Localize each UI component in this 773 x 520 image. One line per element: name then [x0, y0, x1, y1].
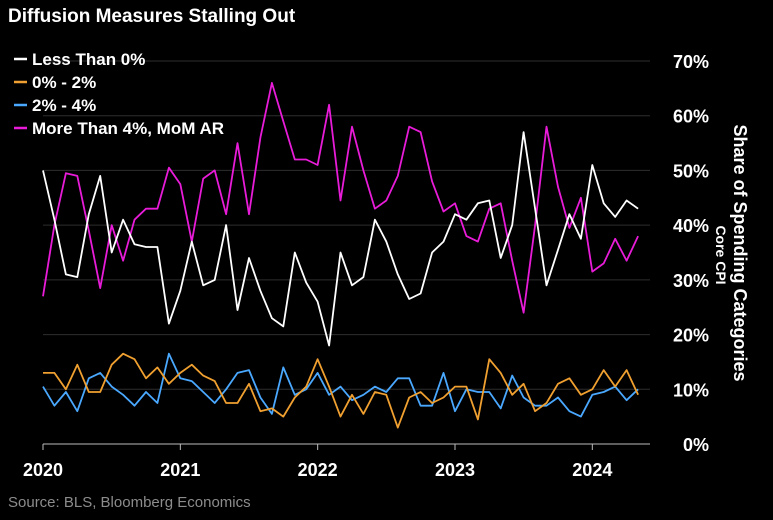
x-tick-label-1: 2021: [160, 460, 200, 480]
x-axis-ticks: 2020 2021 2022 2023 2024: [23, 444, 612, 480]
y-tick-label-1: 10%: [673, 380, 709, 400]
series-line-2: [42, 352, 639, 418]
y-tick-label-4: 40%: [673, 216, 709, 236]
x-tick-label-2: 2022: [298, 460, 338, 480]
x-tick-label-0: 2020: [23, 460, 63, 480]
legend-label-2: 2% - 4%: [32, 96, 96, 115]
series-line-1: [43, 352, 639, 429]
legend-label-1: 0% - 2%: [32, 73, 96, 92]
series-line-3: [42, 82, 639, 314]
y-tick-label-6: 60%: [673, 107, 709, 127]
series-line-0: [42, 131, 639, 347]
legend-label-0: Less Than 0%: [32, 50, 145, 69]
y-tick-label-7: 70%: [673, 52, 709, 72]
source-note: Source: BLS, Bloomberg Economics: [8, 494, 251, 511]
series-layer: [42, 82, 639, 429]
y-tick-label-3: 30%: [673, 271, 709, 291]
y-axis-sublabel: Core CPI: [713, 225, 729, 284]
y-tick-label-0: 0%: [683, 435, 709, 455]
legend-label-3: More Than 4%, MoM AR: [32, 119, 224, 138]
x-tick-label-4: 2024: [572, 460, 612, 480]
x-tick-label-3: 2023: [435, 460, 475, 480]
y-tick-label-5: 50%: [673, 161, 709, 181]
y-axis-label: Share of Spending Categories: [730, 124, 750, 381]
chart-title: Diffusion Measures Stalling Out: [8, 6, 296, 27]
grid-lines: [43, 60, 650, 390]
y-axis-ticks: 0% 10% 20% 30% 40% 50% 60% 70%: [673, 52, 709, 455]
y-tick-label-2: 20%: [673, 326, 709, 346]
legend: Less Than 0% 0% - 2% 2% - 4% More Than 4%, …: [14, 50, 224, 138]
